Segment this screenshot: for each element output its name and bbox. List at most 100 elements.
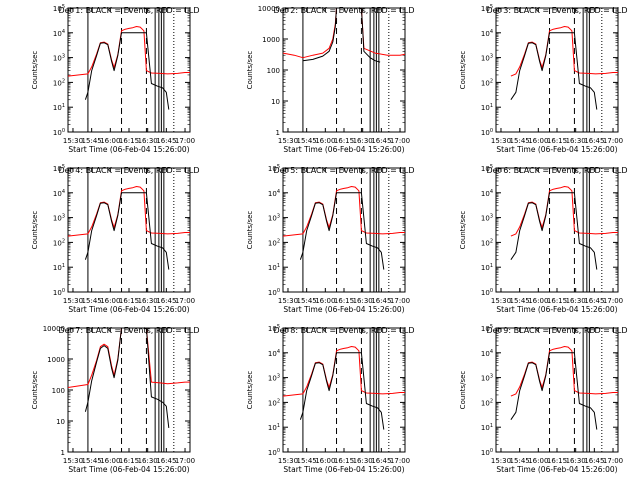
x-tick-label: 16:00 <box>315 297 335 305</box>
y-tick-label: 10000 <box>43 325 65 333</box>
x-tick-label: 15:45 <box>82 457 102 465</box>
plot-frame <box>495 327 619 453</box>
y-axis-label: Counts/sec <box>31 51 39 90</box>
y-tick-label: 101 <box>481 423 493 432</box>
x-tick-label: 16:30 <box>353 457 373 465</box>
y-tick-label: 100 <box>267 67 280 75</box>
x-tick-label: 16:15 <box>119 457 139 465</box>
x-tick-label: 16:30 <box>138 137 158 145</box>
plot-frame <box>67 327 191 453</box>
y-tick-label: 103 <box>268 374 280 383</box>
y-tick-label: 100 <box>481 448 493 457</box>
y-tick-label: 10000 <box>258 5 280 13</box>
series-group <box>510 186 618 270</box>
y-tick-label: 103 <box>268 214 280 223</box>
series-group <box>510 26 618 110</box>
x-tick-label: 16:30 <box>566 457 586 465</box>
y-axis-label: Counts/sec <box>246 51 254 90</box>
series-line-events <box>510 352 598 430</box>
y-tick-label: 105 <box>481 164 493 173</box>
x-tick-label: 16:15 <box>334 457 354 465</box>
y-tick-label: 104 <box>268 349 280 358</box>
x-axis-label: Start Time (06-Feb-04 15:26:00) <box>68 305 189 314</box>
x-tick-label: 16:00 <box>100 297 120 305</box>
y-tick-label: 104 <box>481 349 493 358</box>
series-line-events <box>84 32 170 110</box>
x-tick-label: 15:45 <box>297 297 317 305</box>
series-group <box>283 186 405 270</box>
plot-frame <box>495 7 619 133</box>
y-axis-label: Counts/sec <box>459 371 467 410</box>
y-tick-label: 10 <box>56 418 65 426</box>
y-tick-label: 100 <box>53 288 65 297</box>
y-tick-label: 105 <box>481 324 493 333</box>
series-group <box>68 186 190 270</box>
plot-frame <box>282 327 406 453</box>
x-tick-label: 16:45 <box>371 137 391 145</box>
y-tick-label: 104 <box>481 29 493 38</box>
series-line-events <box>299 352 385 430</box>
x-tick-label: 17:00 <box>390 137 410 145</box>
y-tick-label: 102 <box>481 398 493 407</box>
series-line-lld <box>283 186 405 237</box>
y-tick-label: 105 <box>53 4 65 13</box>
x-tick-label: 17:00 <box>603 457 623 465</box>
x-tick-label: 15:30 <box>278 137 298 145</box>
panel-title: Det 6: BLACK = Events, RED = LLD <box>487 166 628 175</box>
x-tick-label: 16:45 <box>156 457 176 465</box>
x-tick-label: 16:15 <box>547 297 567 305</box>
y-tick-label: 102 <box>268 398 280 407</box>
marker-lines <box>302 8 390 132</box>
y-tick-label: 100 <box>268 448 280 457</box>
y-tick-label: 104 <box>268 189 280 198</box>
x-tick-label: 15:45 <box>82 297 102 305</box>
y-tick-label: 102 <box>268 238 280 247</box>
y-tick-label: 100 <box>268 288 280 297</box>
x-tick-label: 16:45 <box>156 297 176 305</box>
x-axis-label: Start Time (06-Feb-04 15:26:00) <box>283 145 404 154</box>
y-tick-label: 10 <box>271 98 280 106</box>
y-axis-label: Counts/sec <box>31 211 39 250</box>
series-line-events <box>510 32 598 110</box>
y-tick-label: 102 <box>481 78 493 87</box>
marker-lines <box>549 8 603 132</box>
x-axis-label: Start Time (06-Feb-04 15:26:00) <box>283 305 404 314</box>
y-tick-label: 103 <box>53 54 65 63</box>
y-tick-label: 1000 <box>47 356 65 364</box>
x-axis-label: Start Time (06-Feb-04 15:26:00) <box>496 465 617 474</box>
y-tick-label: 1000 <box>262 36 280 44</box>
series-line-events <box>84 328 170 428</box>
y-axis-label: Counts/sec <box>246 371 254 410</box>
y-tick-label: 103 <box>481 214 493 223</box>
x-tick-label: 15:30 <box>63 137 83 145</box>
x-tick-label: 16:45 <box>584 457 604 465</box>
x-tick-label: 15:45 <box>510 297 530 305</box>
plot-frame <box>282 7 406 133</box>
plot-frame <box>495 167 619 293</box>
x-tick-label: 16:15 <box>547 457 567 465</box>
x-tick-label: 16:15 <box>119 297 139 305</box>
y-tick-label: 104 <box>53 189 65 198</box>
y-tick-label: 101 <box>53 103 65 112</box>
x-tick-label: 15:30 <box>63 457 83 465</box>
x-tick-label: 16:45 <box>584 137 604 145</box>
y-tick-label: 105 <box>268 324 280 333</box>
x-tick-label: 17:00 <box>603 297 623 305</box>
x-tick-label: 15:45 <box>510 457 530 465</box>
x-tick-label: 17:00 <box>603 137 623 145</box>
y-tick-label: 100 <box>52 387 65 395</box>
y-tick-label: 104 <box>53 29 65 38</box>
x-axis-label: Start Time (06-Feb-04 15:26:00) <box>68 465 189 474</box>
panel-title: Det 9: BLACK = Events, RED = LLD <box>487 326 628 335</box>
x-tick-label: 17:00 <box>175 457 195 465</box>
series-group <box>283 8 405 63</box>
x-tick-label: 15:30 <box>491 457 511 465</box>
